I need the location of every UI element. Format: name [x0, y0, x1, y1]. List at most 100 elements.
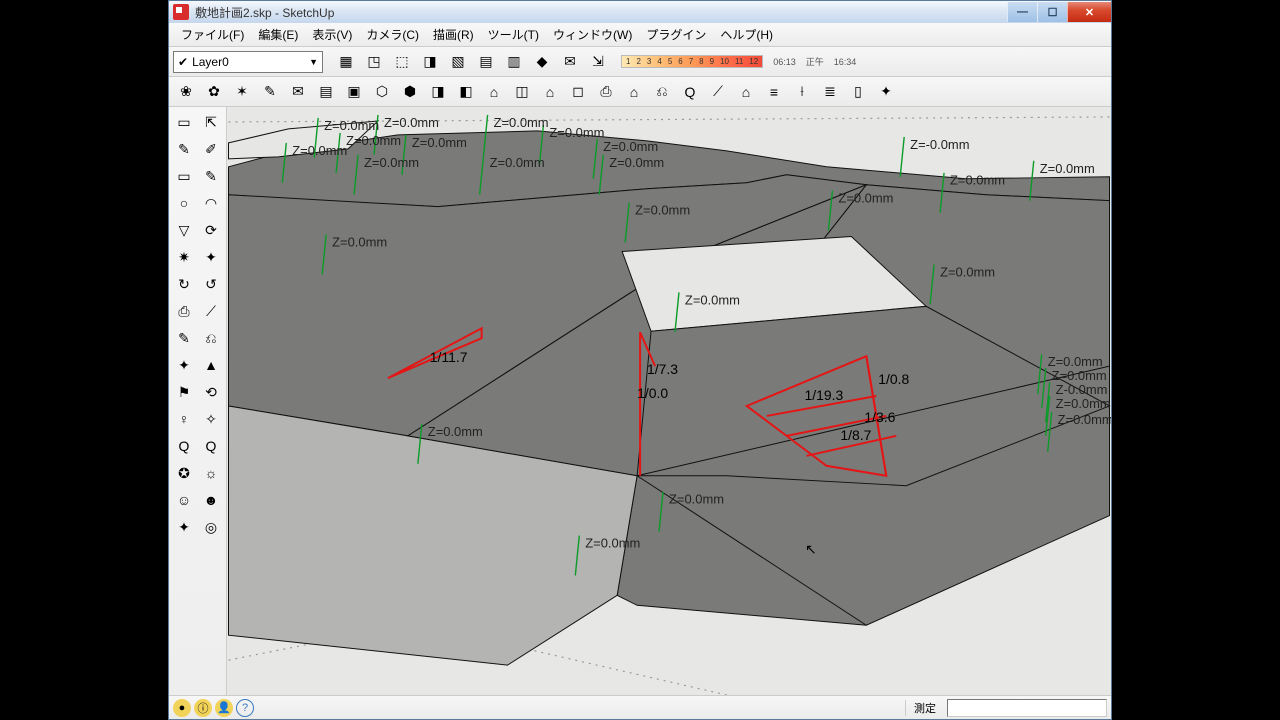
toolbar2-btn-2[interactable]: ✶	[229, 79, 255, 105]
left-tool-7[interactable]: ◠	[198, 190, 224, 216]
left-tool-22[interactable]: ♀	[171, 406, 197, 432]
toolbar2-btn-25[interactable]: ✦	[873, 79, 899, 105]
left-tool-26[interactable]: ✪	[171, 460, 197, 486]
toolbar-main-btn-6[interactable]: ▥	[501, 49, 527, 75]
left-tool-14[interactable]: ⎙	[171, 298, 197, 324]
toolbar2-btn-10[interactable]: ◧	[453, 79, 479, 105]
measure-field[interactable]	[947, 699, 1107, 717]
toolbar-main-btn-1[interactable]: ◳	[361, 49, 387, 75]
toolbar2-btn-6[interactable]: ▣	[341, 79, 367, 105]
status-icon-3[interactable]: 👤	[215, 699, 233, 717]
z-label: Z=0.0mm	[549, 125, 604, 140]
left-tool-13[interactable]: ↺	[198, 271, 224, 297]
left-tool-17[interactable]: ⎌	[198, 325, 224, 351]
menu-表示(V)[interactable]: 表示(V)	[306, 24, 358, 45]
z-label: Z=0.0mm	[669, 492, 724, 507]
left-tool-3[interactable]: ✐	[198, 136, 224, 162]
toolbar2-btn-5[interactable]: ▤	[313, 79, 339, 105]
toolbar-main-btn-7[interactable]: ◆	[529, 49, 555, 75]
help-icon[interactable]: ?	[236, 699, 254, 717]
minimize-button[interactable]: —	[1007, 2, 1037, 22]
left-tool-27[interactable]: ☼	[198, 460, 224, 486]
toolbar-main-btn-4[interactable]: ▧	[445, 49, 471, 75]
menu-ヘルプ(H)[interactable]: ヘルプ(H)	[714, 24, 779, 45]
toolbar2-btn-8[interactable]: ⬢	[397, 79, 423, 105]
toolbar2-btn-7[interactable]: ⬡	[369, 79, 395, 105]
left-tool-10[interactable]: ✷	[171, 244, 197, 270]
toolbar2-btn-23[interactable]: ≣	[817, 79, 843, 105]
toolbar-main-btn-3[interactable]: ◨	[417, 49, 443, 75]
timeline-ticks[interactable]: 123456789101112	[621, 55, 763, 68]
left-tool-28[interactable]: ☺	[171, 487, 197, 513]
menu-プラグイン[interactable]: プラグイン	[640, 24, 712, 45]
left-tool-6[interactable]: ○	[171, 190, 197, 216]
left-tool-8[interactable]: ▽	[171, 217, 197, 243]
viewport[interactable]: Z=0.0mmZ=0.0mmZ=0.0mmZ=0.0mmZ=0.0mmZ=0.0…	[227, 107, 1111, 695]
menu-ウィンドウ(W)[interactable]: ウィンドウ(W)	[547, 24, 638, 45]
toolbar2-btn-20[interactable]: ⌂	[733, 79, 759, 105]
toolbar2-btn-17[interactable]: ⎌	[649, 79, 675, 105]
toolbar2-btn-19[interactable]: ⟋	[705, 79, 731, 105]
toolbar-main-btn-9[interactable]: ⇲	[585, 49, 611, 75]
toolbar2-btn-12[interactable]: ◫	[509, 79, 535, 105]
left-tool-16[interactable]: ✎	[171, 325, 197, 351]
toolbar-main-btn-5[interactable]: ▤	[473, 49, 499, 75]
left-tool-1[interactable]: ⇱	[198, 109, 224, 135]
toolbar2-btn-1[interactable]: ✿	[201, 79, 227, 105]
toolbar-main-btn-8[interactable]: ✉	[557, 49, 583, 75]
z-label: Z=0.0mm	[412, 135, 467, 150]
toolbar-main-btn-2[interactable]: ⬚	[389, 49, 415, 75]
toolbar2-btn-24[interactable]: ▯	[845, 79, 871, 105]
menu-ツール(T)[interactable]: ツール(T)	[482, 24, 545, 45]
left-tool-11[interactable]: ✦	[198, 244, 224, 270]
left-tool-31[interactable]: ◎	[198, 514, 224, 540]
z-label: Z=0.0mm	[490, 155, 545, 170]
close-button[interactable]: ✕	[1067, 2, 1111, 22]
toolbar2-btn-21[interactable]: ≡	[761, 79, 787, 105]
toolbar2-btn-4[interactable]: ✉	[285, 79, 311, 105]
toolbar-row-2: ❀✿✶✎✉▤▣⬡⬢◨◧⌂◫⌂◻⎙⌂⎌Q⟋⌂≡⟊≣▯✦	[169, 77, 1111, 107]
timeline-time-right: 16:34	[834, 57, 857, 67]
left-tool-19[interactable]: ▲	[198, 352, 224, 378]
z-label: Z=0.0mm	[1056, 396, 1111, 411]
status-icon-1[interactable]: ●	[173, 699, 191, 717]
viewport-canvas[interactable]: Z=0.0mmZ=0.0mmZ=0.0mmZ=0.0mmZ=0.0mmZ=0.0…	[227, 107, 1111, 695]
menu-編集(E)[interactable]: 編集(E)	[252, 24, 304, 45]
left-tool-5[interactable]: ✎	[198, 163, 224, 189]
toolbar2-btn-18[interactable]: Q	[677, 79, 703, 105]
status-icon-2[interactable]: ⓘ	[194, 699, 212, 717]
left-tool-12[interactable]: ↻	[171, 271, 197, 297]
z-label: Z=0.0mm	[1058, 412, 1111, 427]
toolbar2-btn-14[interactable]: ◻	[565, 79, 591, 105]
toolbar2-btn-13[interactable]: ⌂	[537, 79, 563, 105]
left-tool-20[interactable]: ⚑	[171, 379, 197, 405]
toolbar2-btn-22[interactable]: ⟊	[789, 79, 815, 105]
toolbar2-btn-16[interactable]: ⌂	[621, 79, 647, 105]
toolbar-main-btn-0[interactable]: ▦	[333, 49, 359, 75]
menu-ファイル(F)[interactable]: ファイル(F)	[175, 24, 250, 45]
z-label: Z=0.0mm	[332, 235, 387, 250]
left-tool-29[interactable]: ☻	[198, 487, 224, 513]
left-tool-30[interactable]: ✦	[171, 514, 197, 540]
slope-label: 1/11.7	[430, 349, 468, 365]
left-tool-4[interactable]: ▭	[171, 163, 197, 189]
left-tool-23[interactable]: ✧	[198, 406, 224, 432]
left-tool-18[interactable]: ✦	[171, 352, 197, 378]
toolbar2-btn-0[interactable]: ❀	[173, 79, 199, 105]
left-tool-0[interactable]: ▭	[171, 109, 197, 135]
left-tool-15[interactable]: ⟋	[198, 298, 224, 324]
left-tool-9[interactable]: ⟳	[198, 217, 224, 243]
toolbar2-btn-11[interactable]: ⌂	[481, 79, 507, 105]
toolbar2-btn-3[interactable]: ✎	[257, 79, 283, 105]
maximize-button[interactable]: ☐	[1037, 2, 1067, 22]
app-window: 敷地計画2.skp - SketchUp — ☐ ✕ ファイル(F)編集(E)表…	[168, 0, 1112, 720]
layer-combo[interactable]: ✔ Layer0 ▼	[173, 51, 323, 73]
left-tool-25[interactable]: Q	[198, 433, 224, 459]
menu-カメラ(C)[interactable]: カメラ(C)	[360, 24, 425, 45]
left-tool-2[interactable]: ✎	[171, 136, 197, 162]
menu-描画(R)[interactable]: 描画(R)	[427, 24, 480, 45]
left-tool-21[interactable]: ⟲	[198, 379, 224, 405]
toolbar2-btn-15[interactable]: ⎙	[593, 79, 619, 105]
toolbar2-btn-9[interactable]: ◨	[425, 79, 451, 105]
left-tool-24[interactable]: Q	[171, 433, 197, 459]
